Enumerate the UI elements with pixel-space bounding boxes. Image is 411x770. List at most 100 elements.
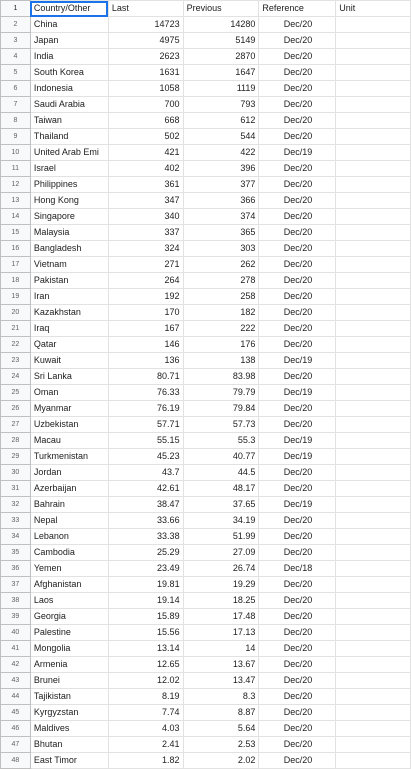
row-number[interactable]: 28 (0, 432, 31, 449)
cell-previous[interactable]: 365 (182, 224, 260, 241)
cell-unit[interactable] (335, 624, 411, 641)
row-number[interactable]: 42 (0, 656, 31, 673)
cell-previous[interactable]: 26.74 (182, 560, 260, 577)
cell-unit[interactable] (335, 336, 411, 353)
cell-unit[interactable] (335, 720, 411, 737)
cell-previous[interactable]: 57.73 (182, 416, 260, 433)
cell-country[interactable]: Afghanistan (29, 576, 109, 593)
cell-unit[interactable] (335, 144, 411, 161)
row-number[interactable]: 11 (0, 160, 31, 177)
cell-country[interactable]: South Korea (29, 64, 109, 81)
cell-country[interactable]: Macau (29, 432, 109, 449)
cell-unit[interactable] (335, 704, 411, 721)
cell-country[interactable]: Kazakhstan (29, 304, 109, 321)
cell-country[interactable]: China (29, 16, 109, 33)
cell-reference[interactable]: Dec/20 (258, 96, 337, 113)
cell-last[interactable]: 19.81 (107, 576, 184, 593)
cell-reference[interactable]: Dec/18 (258, 560, 337, 577)
row-number[interactable]: 33 (0, 512, 31, 529)
row-number[interactable]: 19 (0, 288, 31, 305)
cell-country[interactable]: Indonesia (29, 80, 109, 97)
row-number[interactable]: 36 (0, 560, 31, 577)
cell-reference[interactable]: Dec/20 (258, 736, 337, 753)
cell-last[interactable]: 33.38 (107, 528, 184, 545)
row-number[interactable]: 41 (0, 640, 31, 657)
row-number[interactable]: 4 (0, 48, 31, 65)
row-number[interactable]: 45 (0, 704, 31, 721)
cell-reference[interactable]: Dec/20 (258, 464, 337, 481)
cell-last[interactable]: 136 (107, 352, 184, 369)
cell-last[interactable]: 12.65 (107, 656, 184, 673)
cell-unit[interactable] (335, 176, 411, 193)
cell-last[interactable]: 502 (107, 128, 184, 145)
cell-country[interactable]: Maldives (29, 720, 109, 737)
cell-previous[interactable]: 17.13 (182, 624, 260, 641)
cell-last[interactable]: 25.29 (107, 544, 184, 561)
row-number[interactable]: 9 (0, 128, 31, 145)
cell-last[interactable]: 14723 (107, 16, 184, 33)
cell-country[interactable]: Taiwan (29, 112, 109, 129)
cell-unit[interactable] (335, 256, 411, 273)
cell-unit[interactable] (335, 592, 411, 609)
row-number[interactable]: 31 (0, 480, 31, 497)
row-number[interactable]: 7 (0, 96, 31, 113)
cell-last[interactable]: 271 (107, 256, 184, 273)
cell-previous[interactable]: 5149 (182, 32, 260, 49)
row-number[interactable]: 48 (0, 752, 31, 769)
cell-unit[interactable] (335, 160, 411, 177)
cell-country[interactable]: Laos (29, 592, 109, 609)
cell-unit[interactable] (335, 688, 411, 705)
cell-country[interactable]: Malaysia (29, 224, 109, 241)
cell-previous[interactable]: 14280 (182, 16, 260, 33)
cell-previous[interactable]: 262 (182, 256, 260, 273)
row-number[interactable]: 5 (0, 64, 31, 81)
cell-unit[interactable] (335, 304, 411, 321)
cell-reference[interactable]: Dec/19 (258, 352, 337, 369)
row-number[interactable]: 18 (0, 272, 31, 289)
cell-reference[interactable]: Dec/20 (258, 16, 337, 33)
cell-last[interactable]: 76.19 (107, 400, 184, 417)
cell-reference[interactable]: Dec/20 (258, 240, 337, 257)
cell-unit[interactable] (335, 448, 411, 465)
cell-previous[interactable]: 612 (182, 112, 260, 129)
cell-unit[interactable] (335, 16, 411, 33)
row-number[interactable]: 22 (0, 336, 31, 353)
cell-unit[interactable] (335, 544, 411, 561)
cell-country[interactable]: Iraq (29, 320, 109, 337)
cell-last[interactable]: 33.66 (107, 512, 184, 529)
cell-last[interactable]: 57.71 (107, 416, 184, 433)
cell-previous[interactable]: 377 (182, 176, 260, 193)
cell-previous[interactable]: 8.3 (182, 688, 260, 705)
cell-country[interactable]: Georgia (29, 608, 109, 625)
cell-previous[interactable]: 55.3 (182, 432, 260, 449)
cell-last[interactable]: 1058 (107, 80, 184, 97)
cell-previous[interactable]: 48.17 (182, 480, 260, 497)
cell-country[interactable]: Saudi Arabia (29, 96, 109, 113)
cell-last[interactable]: 421 (107, 144, 184, 161)
cell-reference[interactable]: Dec/20 (258, 544, 337, 561)
cell-last[interactable]: 2.41 (107, 736, 184, 753)
cell-country[interactable]: Iran (29, 288, 109, 305)
row-number[interactable]: 26 (0, 400, 31, 417)
cell-reference[interactable]: Dec/20 (258, 528, 337, 545)
cell-reference[interactable]: Dec/19 (258, 384, 337, 401)
cell-reference[interactable]: Dec/20 (258, 176, 337, 193)
cell-country[interactable]: United Arab Emi (29, 144, 109, 161)
cell-last[interactable]: 76.33 (107, 384, 184, 401)
cell-previous[interactable]: 374 (182, 208, 260, 225)
cell-country[interactable]: Pakistan (29, 272, 109, 289)
cell-previous[interactable]: 222 (182, 320, 260, 337)
header-cell-unit[interactable]: Unit (335, 0, 411, 17)
cell-country[interactable]: Singapore (29, 208, 109, 225)
header-cell-reference[interactable]: Reference (258, 0, 337, 17)
cell-reference[interactable]: Dec/20 (258, 656, 337, 673)
cell-unit[interactable] (335, 272, 411, 289)
cell-previous[interactable]: 44.5 (182, 464, 260, 481)
row-number[interactable]: 6 (0, 80, 31, 97)
cell-unit[interactable] (335, 384, 411, 401)
row-number[interactable]: 25 (0, 384, 31, 401)
cell-last[interactable]: 4.03 (107, 720, 184, 737)
cell-unit[interactable] (335, 672, 411, 689)
cell-country[interactable]: Thailand (29, 128, 109, 145)
cell-previous[interactable]: 182 (182, 304, 260, 321)
